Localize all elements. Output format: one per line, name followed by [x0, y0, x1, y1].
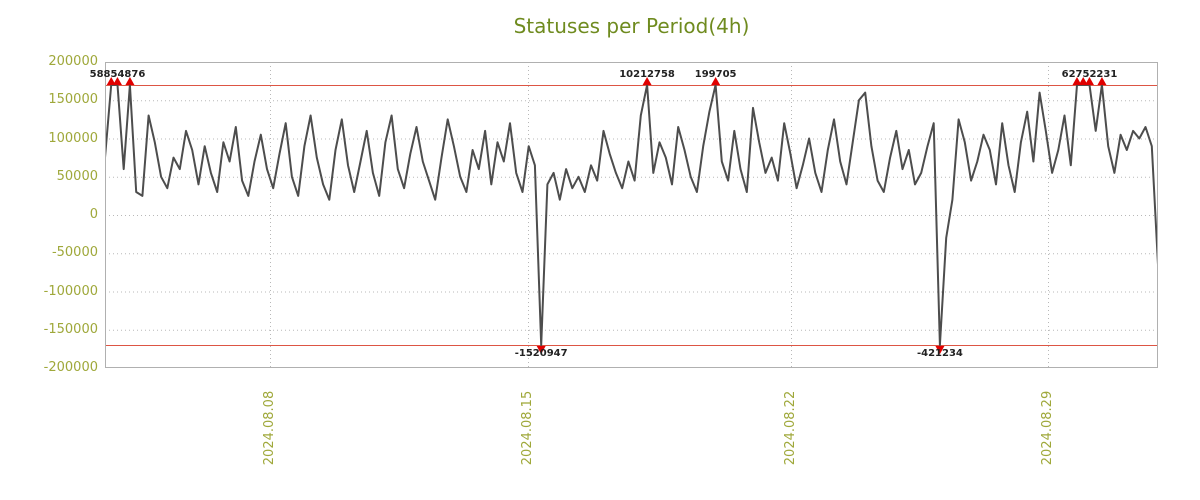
clip-marker-up	[1078, 76, 1088, 85]
y-tick-label: 150000	[48, 92, 98, 108]
peak-annotation: 199705	[694, 68, 737, 80]
clip-marker-up	[1097, 76, 1107, 85]
peak-annotation: 10212758	[619, 68, 675, 80]
x-tick-label: 2024.08.29	[1040, 390, 1056, 466]
x-tick-label: 2024.08.22	[782, 390, 798, 466]
y-tick-label: -150000	[43, 321, 98, 337]
y-tick-label: -50000	[51, 245, 98, 261]
clip-marker-up	[106, 76, 116, 85]
y-tick-label: 100000	[48, 130, 98, 146]
clip-marker-up	[112, 76, 122, 85]
y-tick-label: -200000	[43, 360, 98, 375]
clip-marker-up	[1084, 76, 1094, 85]
peak-annotation: 58854876	[89, 68, 146, 80]
clip-marker-down	[536, 346, 546, 355]
chart-svg	[104, 62, 1159, 368]
y-tick-label: -100000	[43, 283, 98, 299]
plot-frame	[105, 62, 1158, 368]
clip-marker-up	[125, 76, 135, 85]
peak-annotation: -421234	[916, 348, 963, 360]
x-tick-label: 2024.08.08	[262, 390, 278, 466]
series-line	[104, 83, 1159, 347]
y-tick-label: 200000	[48, 54, 98, 69]
x-tick-label: 2024.08.15	[520, 390, 536, 466]
y-tick-label: 50000	[56, 168, 98, 184]
plot-area	[104, 62, 1159, 368]
clip-marker-up	[642, 76, 652, 85]
clip-marker-up	[1072, 76, 1082, 85]
peak-annotation: -1520947	[514, 348, 568, 360]
y-tick-label: 0	[89, 207, 98, 222]
chart-title: Statuses per Period(4h)	[513, 14, 750, 38]
clip-marker-up	[711, 76, 721, 85]
clip-marker-down	[935, 346, 945, 355]
peak-annotation: 62752231	[1061, 68, 1118, 80]
